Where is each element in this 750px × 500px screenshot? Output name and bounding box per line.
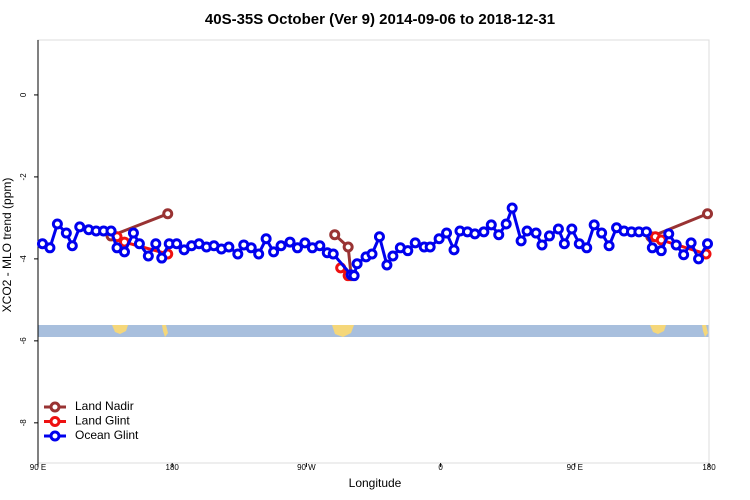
point bbox=[268, 246, 280, 258]
y-tick-label: -6 bbox=[19, 337, 28, 345]
point bbox=[515, 235, 527, 247]
point bbox=[402, 245, 414, 257]
point bbox=[485, 219, 497, 231]
legend-label: Land Nadir bbox=[75, 399, 134, 413]
point bbox=[127, 227, 139, 239]
point bbox=[232, 248, 244, 260]
x-axis-label: Longitude bbox=[349, 476, 402, 490]
x-tick-label: 90 E bbox=[567, 463, 583, 472]
point bbox=[663, 228, 675, 240]
point bbox=[530, 227, 542, 239]
point bbox=[162, 208, 174, 220]
point bbox=[558, 238, 570, 250]
y-tick-label: -8 bbox=[19, 419, 28, 427]
point bbox=[521, 225, 533, 237]
point bbox=[44, 242, 56, 254]
point bbox=[60, 227, 72, 239]
point bbox=[142, 250, 154, 262]
point bbox=[536, 239, 548, 251]
point bbox=[493, 229, 505, 241]
x-tick-label: 90 E bbox=[30, 463, 46, 472]
point bbox=[51, 218, 63, 230]
point bbox=[299, 237, 311, 249]
point bbox=[366, 248, 378, 260]
point bbox=[118, 246, 130, 258]
x-tick-label: 90 W bbox=[297, 463, 316, 472]
legend-label: Land Glint bbox=[75, 414, 130, 428]
point bbox=[655, 245, 667, 257]
point bbox=[156, 252, 168, 264]
legend-marker bbox=[49, 401, 61, 413]
y-axis-label: XCO2 - MLO trend (ppm) bbox=[0, 178, 14, 313]
point bbox=[171, 238, 183, 250]
point bbox=[552, 223, 564, 235]
point bbox=[506, 202, 518, 214]
point bbox=[500, 218, 512, 230]
x-tick-label: 180 bbox=[166, 463, 180, 472]
point bbox=[342, 241, 354, 253]
point bbox=[543, 230, 555, 242]
y-tick-label: -2 bbox=[19, 173, 28, 181]
point bbox=[133, 238, 145, 250]
point bbox=[566, 223, 578, 235]
point bbox=[581, 242, 593, 254]
point bbox=[329, 229, 341, 241]
point bbox=[441, 227, 453, 239]
point bbox=[381, 259, 393, 271]
point bbox=[433, 233, 445, 245]
point bbox=[409, 237, 421, 249]
point bbox=[588, 219, 600, 231]
point bbox=[260, 233, 272, 245]
point bbox=[66, 240, 78, 252]
point bbox=[670, 239, 682, 251]
point bbox=[275, 240, 287, 252]
chart-title: 40S-35S October (Ver 9) 2014-09-06 to 20… bbox=[205, 11, 555, 28]
x-tick-label: 180 bbox=[702, 463, 716, 472]
legend-marker bbox=[49, 430, 61, 442]
map-strip bbox=[38, 325, 709, 337]
point bbox=[150, 238, 162, 250]
point bbox=[373, 231, 385, 243]
point bbox=[424, 241, 436, 253]
point bbox=[469, 228, 481, 240]
point bbox=[351, 258, 363, 270]
y-tick-label: -4 bbox=[19, 255, 28, 263]
point bbox=[702, 208, 714, 220]
point bbox=[685, 237, 697, 249]
point bbox=[478, 226, 490, 238]
point bbox=[603, 240, 615, 252]
point bbox=[646, 242, 658, 254]
x-tick-label: 0 bbox=[438, 463, 443, 472]
point bbox=[291, 242, 303, 254]
legend-marker bbox=[49, 416, 61, 427]
point bbox=[693, 253, 705, 265]
y-tick-label: 0 bbox=[19, 92, 28, 97]
point bbox=[245, 242, 257, 254]
point bbox=[387, 250, 399, 262]
point bbox=[596, 227, 608, 239]
point bbox=[314, 240, 326, 252]
point bbox=[223, 241, 235, 253]
point bbox=[105, 225, 117, 237]
point bbox=[253, 248, 265, 260]
point bbox=[284, 236, 296, 248]
point bbox=[327, 248, 339, 260]
point bbox=[348, 270, 360, 282]
point bbox=[448, 244, 460, 256]
point bbox=[678, 249, 690, 261]
point bbox=[640, 226, 652, 238]
point bbox=[702, 238, 714, 250]
point bbox=[74, 221, 86, 233]
legend-label: Ocean Glint bbox=[75, 428, 139, 442]
